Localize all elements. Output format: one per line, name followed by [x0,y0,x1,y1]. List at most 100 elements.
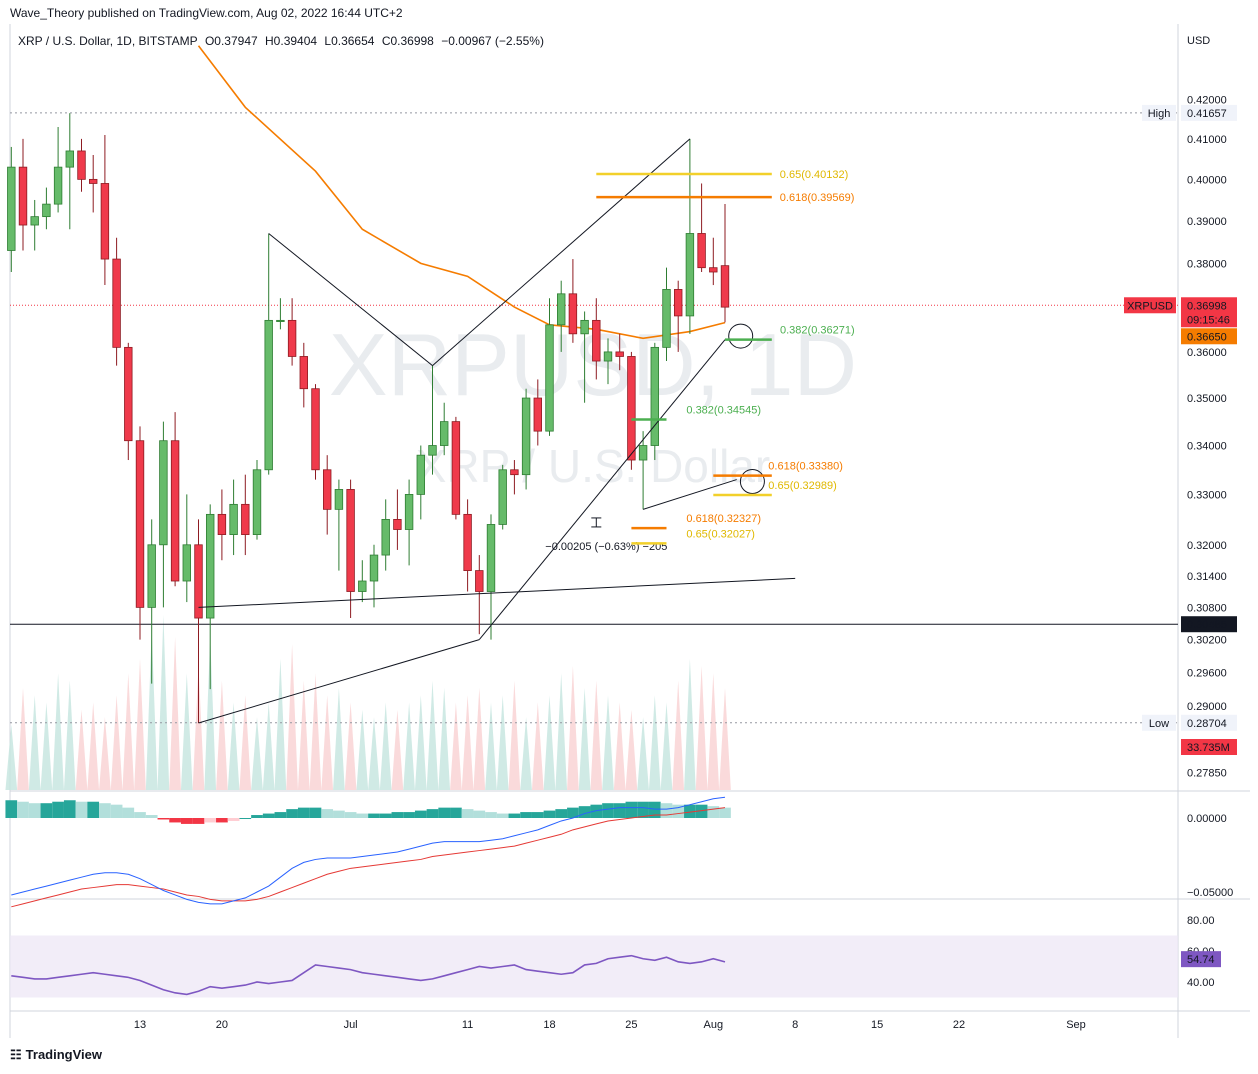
macd-histogram-bar [333,810,345,818]
price-tick: 0.30200 [1187,635,1227,647]
trend-line [198,577,796,608]
drawings[interactable]: −0.00205 (−0.63%) −205 [198,138,796,724]
volume-bar [110,695,123,790]
volume-bar [145,629,158,790]
macd-histogram-bar [473,810,486,818]
time-tick: 20 [216,1019,228,1031]
legend-symbol: XRP / U.S. Dollar, 1D, BITSTAMP [18,34,198,48]
macd-histogram-bar [672,804,685,818]
volume-bar [473,687,486,790]
volume-bar [99,717,111,790]
volume-bar [719,687,731,790]
volume-bar [508,680,521,790]
macd-histogram-bar [17,801,29,818]
macd-histogram-bar [613,803,626,818]
time-tick: 11 [462,1019,473,1031]
candle-body [557,293,566,326]
macd-histogram-bar [485,812,497,818]
horizontal-lines [10,112,1178,724]
macd-histogram-bar [192,818,205,824]
price-tick: 0.30800 [1187,602,1227,614]
time-tick: Aug [704,1019,724,1031]
volume-bar [87,702,100,790]
macd-histogram-bar [134,812,146,818]
volume-bar [192,666,205,790]
volume-bar [251,717,263,790]
target-circle [739,469,765,495]
price-tick: 0.33000 [1187,489,1227,501]
macd-histogram-bar [438,807,451,818]
time-axis[interactable]: 13 20 Jul 11 18 25 Aug 8 15 22 Sep [134,1019,1086,1031]
volume-bar [438,687,451,790]
candle-body [205,513,215,619]
time-tick: 25 [625,1019,637,1031]
candle-body [416,454,425,495]
volume-bar [157,615,170,790]
rsi-tick: 40.00 [1187,977,1215,989]
volume-bar [461,695,474,790]
legend-open: O0.37947 [204,34,258,48]
watermark-name: XRP / U.S. Dollar [416,440,770,492]
macd-histogram-bar [414,810,427,818]
candle-body [674,289,683,317]
candles[interactable] [7,113,730,724]
candle-body [276,319,285,322]
target-circle [728,323,754,349]
candle-body [264,319,273,471]
volume-bar [344,702,357,790]
candle-body [650,346,659,446]
volume-bar [613,702,626,790]
volume-bar [227,702,240,790]
low-tag-bg [1142,714,1176,731]
candle-body [229,503,238,535]
candle-body [475,570,484,592]
macd-histogram-bar [543,810,556,818]
price-tick: 0.32000 [1187,540,1227,552]
last-price-value: 0.36998 [1187,300,1227,312]
legend-high: H0.39404 [265,34,318,48]
candle-body [135,440,145,608]
macd-line [11,796,726,905]
macd-histogram-bar [5,800,18,818]
candle-body [697,233,706,269]
macd-histogram-bar [590,804,603,818]
trend-line [478,339,726,640]
volume-bar [450,702,462,790]
macd-histogram-bar [75,801,88,818]
candle-body [100,183,110,260]
price-axis[interactable]: 0.42000 0.41000 0.40000 0.39000 0.38000 0.360… [1187,94,1227,779]
macd-histogram-bar [695,804,708,818]
ma-value-bg [1181,328,1237,345]
volume-bar [414,695,427,790]
fib-label: 0.618(0.32327) [686,513,761,525]
footer: ☷ TradingView [10,1047,102,1063]
time-tick: Jul [344,1019,358,1031]
volume-bar [578,687,591,790]
candle-body [521,397,531,476]
moving-average [197,45,726,340]
trend-line [642,479,737,510]
macd-histogram-bar [28,803,41,818]
price-tick: 0.40000 [1187,174,1227,186]
candle-body [287,319,297,357]
volume-bar [368,717,380,790]
volume-bar [684,658,696,790]
fib-levels[interactable]: 0.65(0.40132) 0.618(0.39569) 0.382(0.36271… [596,169,855,545]
macd-histogram-bar [87,801,100,818]
macd-tick: 0.00000 [1187,813,1227,825]
candle-body [65,150,74,168]
volume-value-bg [1181,739,1237,755]
volume-bar [485,702,497,790]
support-value-bg [1181,616,1237,633]
candle-body [638,445,648,461]
macd-histogram-bar [344,812,357,818]
candle-body [603,351,613,362]
candle-body [381,519,390,556]
volume-bar [40,702,53,790]
macd-histogram-bar [450,807,462,818]
volume-bar [297,680,310,790]
candle-body [334,489,344,510]
volume-bar [590,680,603,790]
fib-label: 0.618(0.39569) [780,192,855,204]
